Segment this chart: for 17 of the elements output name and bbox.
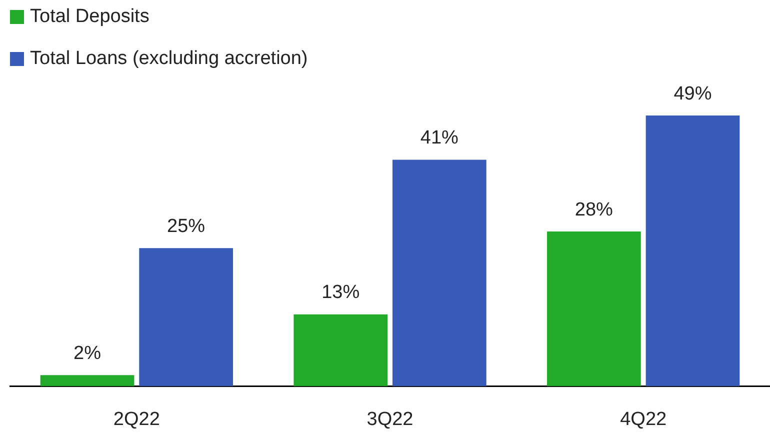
- legend-label: Total Deposits: [30, 6, 150, 28]
- x-tick-label: 4Q22: [620, 408, 667, 430]
- bar: [547, 232, 641, 386]
- x-tick-label: 2Q22: [113, 408, 160, 430]
- data-label: 28%: [574, 199, 614, 220]
- bar: [294, 314, 388, 386]
- bar: [40, 375, 134, 386]
- data-label: 41%: [420, 127, 459, 148]
- x-tick-label: 3Q22: [366, 408, 414, 430]
- data-label: 13%: [322, 282, 360, 304]
- data-label: 2%: [74, 342, 102, 364]
- data-label: 49%: [674, 83, 712, 104]
- data-label: 25%: [167, 216, 206, 237]
- bar: [139, 248, 233, 386]
- legend-label: Total Loans (excluding accretion): [30, 48, 308, 70]
- bar: [392, 160, 486, 386]
- bar: [646, 116, 740, 386]
